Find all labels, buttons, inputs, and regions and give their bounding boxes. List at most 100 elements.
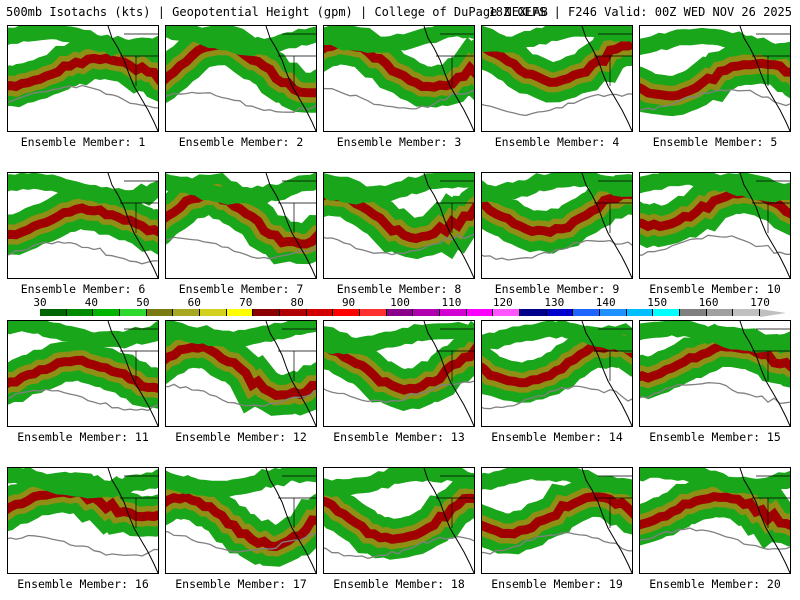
height-contour: [482, 93, 632, 117]
colorbar-tick-label: 150: [647, 296, 668, 309]
coastline: [423, 468, 474, 573]
political-borders: [120, 33, 158, 86]
isotach-map: [8, 173, 158, 278]
member-map-panel: [7, 25, 159, 132]
isotach-map: [324, 321, 474, 426]
colorbar-tick-label: 170: [750, 296, 770, 309]
coastline: [581, 173, 632, 278]
jet-core: [482, 492, 632, 539]
jet-core: [640, 491, 790, 531]
coastline: [107, 468, 158, 573]
member-map-panel: [639, 172, 791, 279]
isotach-colorbar: 30 40 50 60 70 80 90 100 110 120 130 140 150 160 170: [0, 296, 800, 322]
member-map-panel: [639, 320, 791, 427]
member-caption: Ensemble Member: 3: [336, 135, 462, 149]
jet-northern-band: [482, 321, 632, 353]
coastline: [739, 321, 790, 426]
coastline: [739, 173, 790, 278]
jet-northern-band: [8, 321, 158, 349]
political-borders: [436, 180, 474, 233]
political-borders: [594, 475, 632, 528]
colorbar-segment: [440, 309, 467, 316]
colorbar-segment: [333, 309, 360, 316]
colorbar-segment: [413, 309, 440, 316]
jet-northern-band: [324, 26, 474, 54]
member-map-panel: [165, 320, 317, 427]
political-borders: [120, 328, 158, 381]
member-caption: Ensemble Member: 11: [17, 430, 149, 444]
isotach-map: [640, 173, 790, 278]
colorbar-tick-label: 70: [239, 296, 253, 309]
colorbar-segment: [706, 309, 734, 316]
colorbar-segment: [600, 309, 627, 316]
political-borders: [436, 328, 474, 381]
colorbar-segment: [466, 309, 494, 316]
isotach-map: [640, 321, 790, 426]
member-map-panel: [323, 25, 475, 132]
height-contour: [482, 239, 632, 261]
jet-core: [166, 189, 316, 249]
member-caption: Ensemble Member: 9: [494, 282, 620, 296]
colorbar-tick-label: 40: [84, 296, 99, 309]
political-borders: [594, 33, 632, 86]
colorbar-segment: [626, 309, 654, 316]
colorbar-tick-label: 30: [33, 296, 47, 309]
colorbar-tick-label: 50: [136, 296, 150, 309]
coastline: [739, 468, 790, 573]
chart-title: 500mb Isotachs (kts) | Geopotential Heig…: [6, 5, 548, 19]
height-contour: [640, 527, 790, 551]
colorbar-tick-label: 60: [187, 296, 201, 309]
coastline: [423, 26, 474, 131]
member-map-panel: [481, 467, 633, 574]
political-borders: [594, 328, 632, 381]
isotach-map: [8, 321, 158, 426]
jet-core: [8, 355, 158, 393]
isotach-map: [8, 26, 158, 131]
member-map-panel: [7, 172, 159, 279]
jet-core: [166, 341, 316, 401]
colorbar-segment: [520, 309, 547, 316]
isotach-map: [324, 173, 474, 278]
colorbar-segment: [253, 309, 280, 316]
colorbar-segment: [360, 309, 387, 316]
colorbar-tick-label: 80: [290, 296, 304, 309]
jet-northern-band: [8, 26, 158, 57]
political-borders: [436, 475, 474, 528]
member-caption: Ensemble Member: 20: [649, 577, 781, 591]
colorbar-segment: [146, 309, 174, 316]
political-borders: [752, 328, 790, 381]
isotach-map: [166, 173, 316, 278]
member-map-panel: [481, 25, 633, 132]
colorbar-tick-label: 100: [390, 296, 410, 309]
coastline: [265, 173, 316, 278]
member-caption: Ensemble Member: 12: [175, 430, 307, 444]
isotach-map: [482, 173, 632, 278]
height-contour: [640, 382, 790, 405]
height-contour: [8, 241, 158, 265]
member-caption: Ensemble Member: 14: [491, 430, 623, 444]
height-contour: [482, 531, 632, 555]
height-contour: [324, 380, 474, 403]
member-caption: Ensemble Member: 10: [649, 282, 781, 296]
colorbar-tick-label: 110: [441, 296, 462, 309]
isotach-map: [640, 26, 790, 131]
colorbar-tick-label: 120: [492, 296, 513, 309]
member-map-panel: [481, 172, 633, 279]
colorbar-segment: [573, 309, 600, 316]
header: 500mb Isotachs (kts) | Geopotential Heig…: [0, 0, 800, 22]
coastline: [265, 321, 316, 426]
jet-northern-band: [166, 468, 316, 497]
member-caption: Ensemble Member: 17: [175, 577, 307, 591]
political-borders: [120, 180, 158, 233]
height-contour: [324, 233, 474, 256]
member-map-panel: [639, 467, 791, 574]
height-contour: [166, 383, 316, 407]
political-borders: [594, 180, 632, 233]
member-map-panel: [165, 25, 317, 132]
coastline: [107, 173, 158, 278]
colorbar-segment: [93, 309, 120, 316]
jet-northern-band: [640, 173, 790, 203]
colorbar-segment: [200, 309, 227, 316]
height-contour: [166, 236, 316, 260]
member-map-panel: [481, 320, 633, 427]
